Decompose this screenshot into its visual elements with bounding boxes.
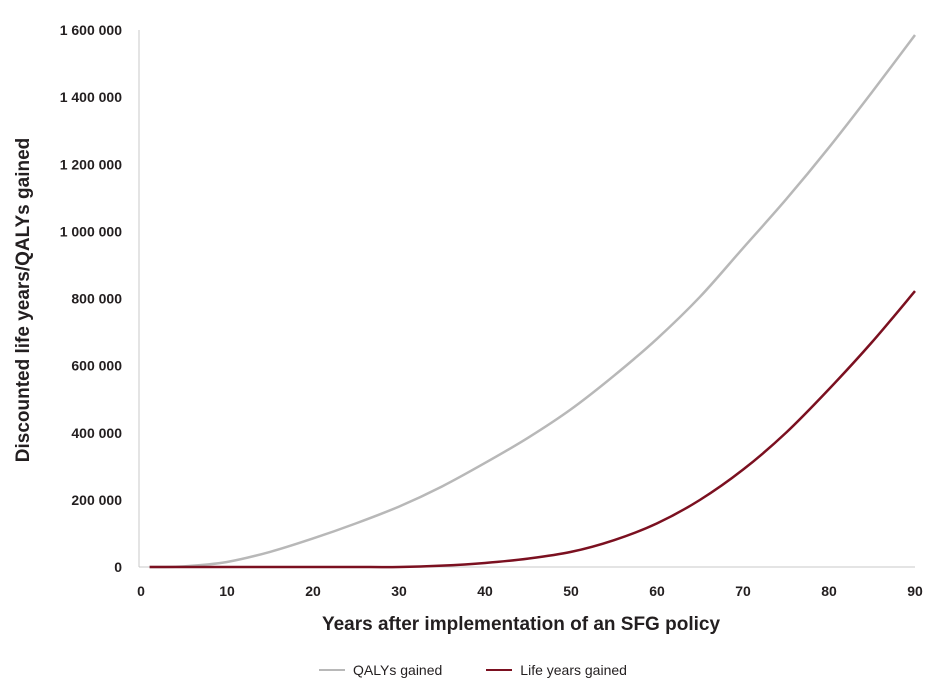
life-years-gained-line <box>149 290 916 569</box>
y-tick-label: 1 200 000 <box>60 156 122 172</box>
x-tick-label: 0 <box>137 583 145 599</box>
x-axis-ticks: 0 10 20 30 40 50 60 70 80 90 <box>137 583 923 599</box>
y-axis-ticks: 0 200 000 400 000 600 000 800 000 1 000 000 1 … <box>60 22 123 575</box>
legend-item-qalys: QALYs gained <box>319 662 442 678</box>
x-tick-label: 10 <box>219 583 235 599</box>
x-tick-label: 90 <box>907 583 923 599</box>
x-tick-label: 70 <box>735 583 751 599</box>
x-axis-title: Years after implementation of an SFG pol… <box>322 614 720 635</box>
qalys-gained-line <box>149 34 916 569</box>
x-tick-label: 40 <box>477 583 493 599</box>
x-tick-label: 30 <box>391 583 407 599</box>
y-tick-label: 200 000 <box>71 492 122 508</box>
y-tick-label: 800 000 <box>71 291 122 307</box>
x-tick-label: 50 <box>563 583 579 599</box>
y-tick-label: 1 400 000 <box>60 89 122 105</box>
legend-swatch-life-years <box>486 669 513 671</box>
y-tick-label: 1 600 000 <box>60 22 122 38</box>
y-tick-label: 1 000 000 <box>60 223 122 239</box>
y-tick-label: 400 000 <box>71 425 122 441</box>
y-tick-label: 0 <box>114 559 122 575</box>
legend-label-qalys: QALYs gained <box>353 662 443 678</box>
y-tick-label: 600 000 <box>71 358 122 374</box>
legend-label-life-years: Life years gained <box>520 662 627 678</box>
x-tick-label: 60 <box>649 583 665 599</box>
legend-swatch-qalys <box>319 669 346 671</box>
series-lines <box>149 34 916 569</box>
y-axis-title: Discounted life years/QALYs gained <box>13 138 34 463</box>
legend: QALYs gained Life years gained <box>0 662 946 678</box>
x-tick-label: 20 <box>305 583 321 599</box>
legend-item-life-years: Life years gained <box>486 662 627 678</box>
x-tick-label: 80 <box>821 583 837 599</box>
